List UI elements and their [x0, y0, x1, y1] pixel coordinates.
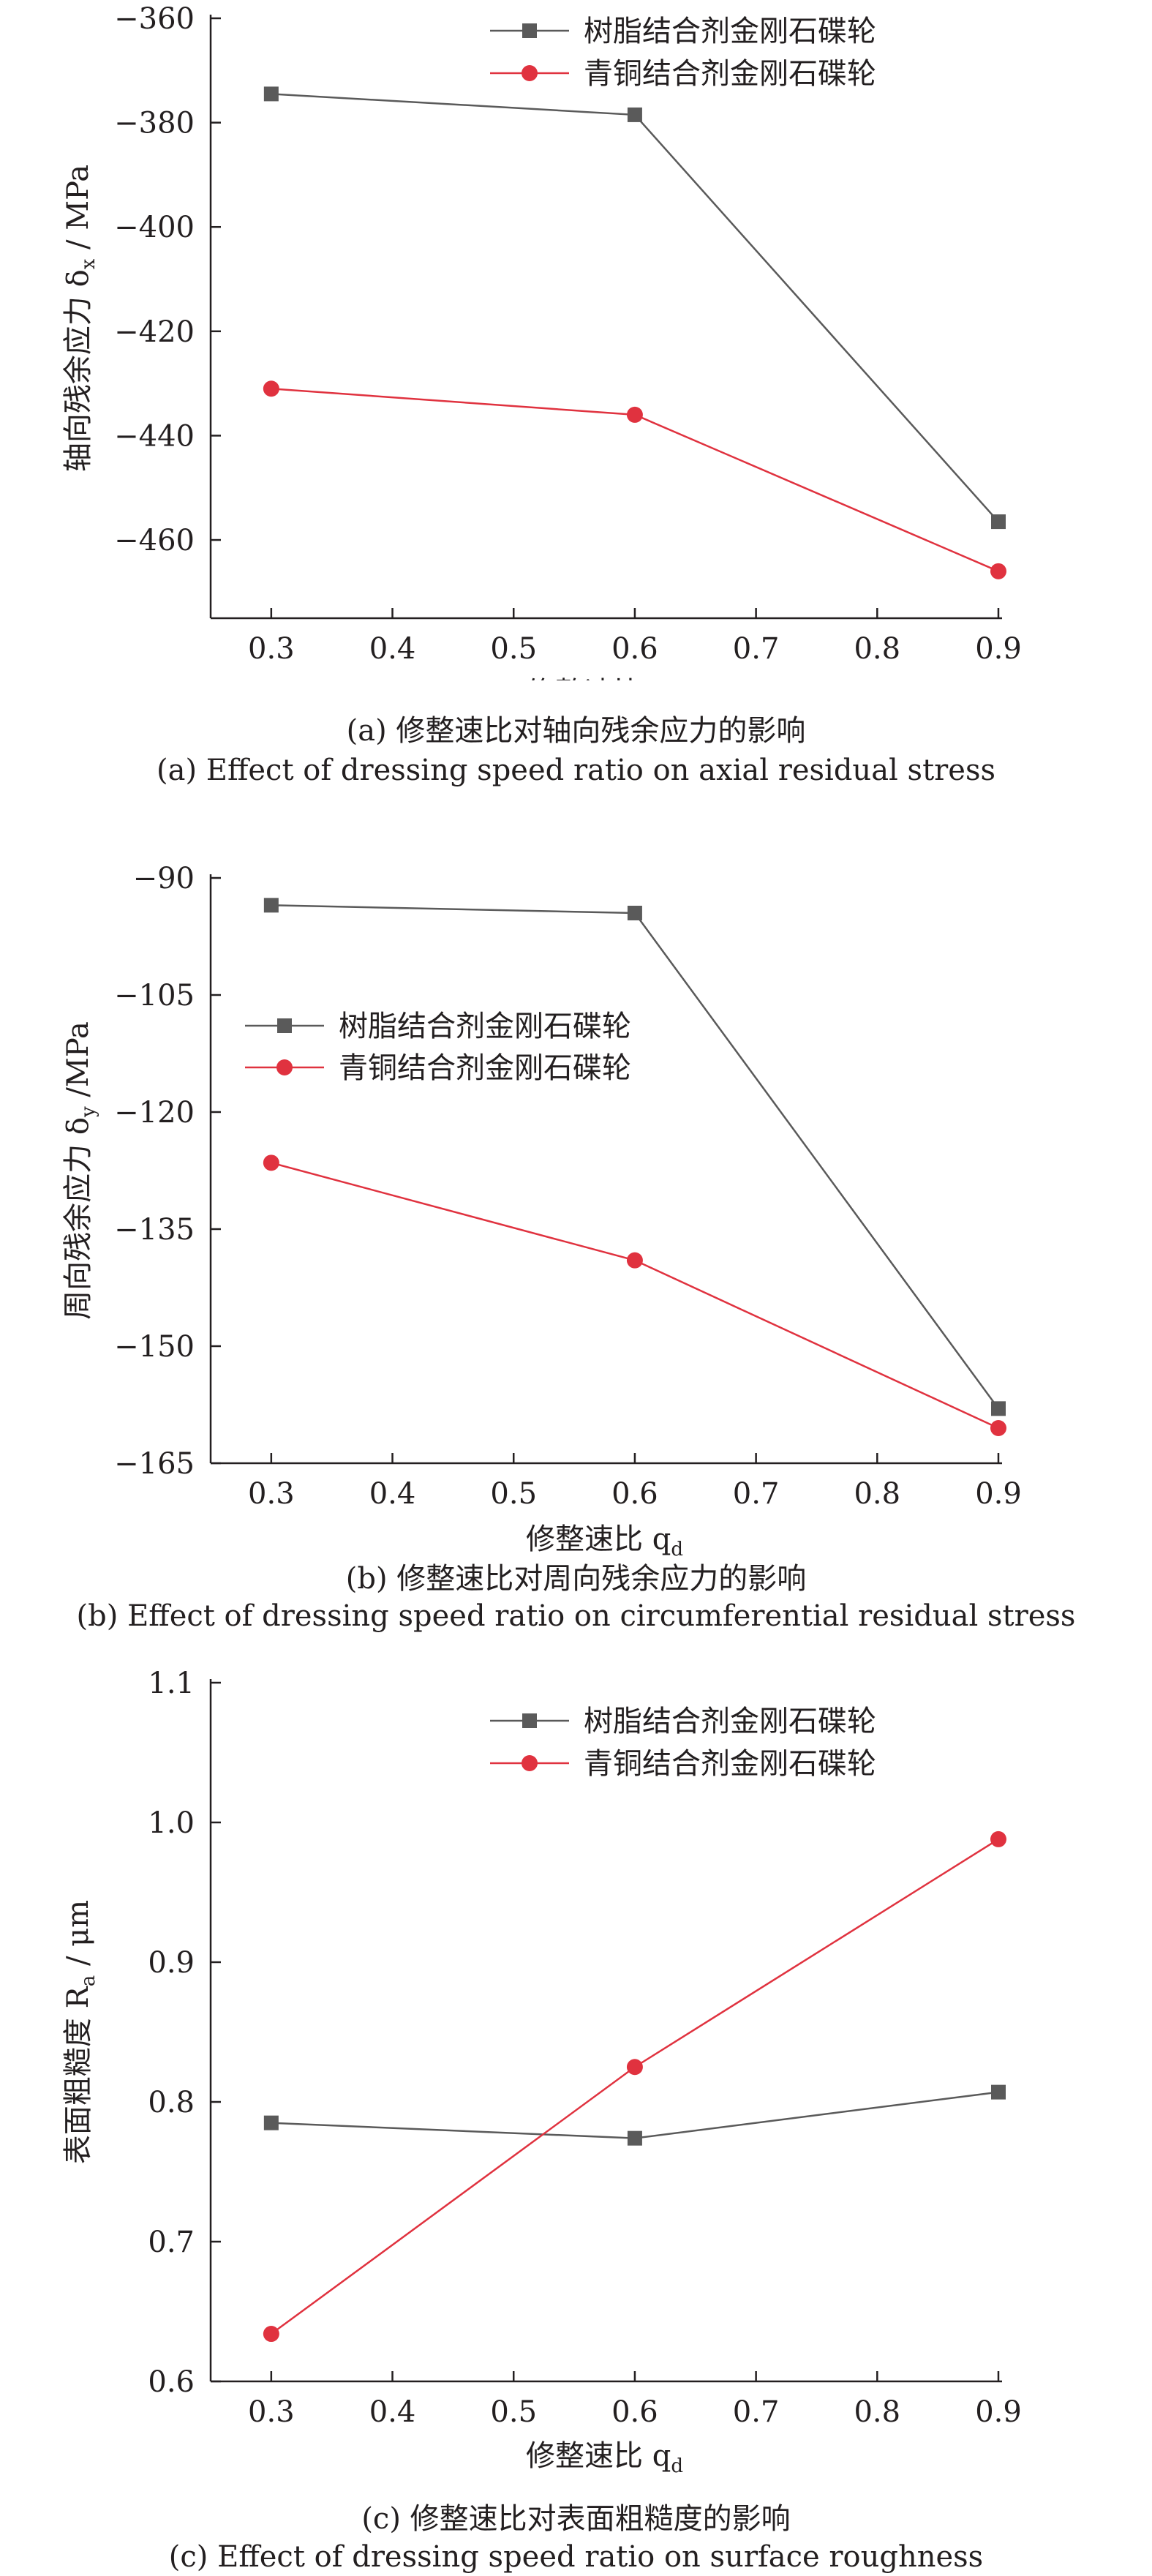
y-tick-label: 1.1 [148, 1667, 195, 1700]
legend-label: 青铜结合剂金刚石碟轮 [339, 1051, 631, 1085]
legend-marker-bronze [522, 65, 538, 81]
legend-label: 树脂结合剂金刚石碟轮 [339, 1010, 631, 1043]
y-tick-label: −150 [114, 1330, 195, 1364]
x-axis-label: 修整速比 qd [526, 2439, 683, 2477]
chart-a-caption-en: (a) Effect of dressing speed ratio on ax… [0, 754, 1152, 787]
chart-c-plot: 0.3 0.4 0.5 0.6 0.7 0.8 0.9 1.1 1.0 0.9 0.8 0.7 0.6 修… [0, 1646, 1152, 2480]
y-tick-label: −440 [114, 419, 195, 453]
x-tick-label: 0.5 [490, 2395, 537, 2429]
data-point-bronze [990, 1831, 1006, 1847]
y-axis-label: 表面粗糙度 Ra / μm [61, 1900, 99, 2164]
data-point-bronze [990, 1420, 1006, 1436]
x-tick-label: 0.9 [975, 2395, 1022, 2429]
data-point-bronze [990, 563, 1006, 579]
x-tick-label: 0.7 [733, 2395, 780, 2429]
y-tick-label: −400 [114, 211, 195, 244]
data-point-resin [628, 108, 642, 122]
y-tick-label: −120 [114, 1096, 195, 1130]
chart-b-plot: 0.3 0.4 0.5 0.6 0.7 0.8 0.9 −90 −105 −120 −135 −150… [0, 819, 1152, 1566]
legend-label: 青铜结合剂金刚石碟轮 [584, 57, 876, 91]
series-line-bronze [271, 1839, 998, 2334]
series-line-resin [271, 905, 998, 1408]
data-point-bronze [627, 2059, 643, 2075]
data-point-resin [264, 2116, 279, 2130]
chart-a-caption-cn: (a) 修整速比对轴向残余应力的影响 [0, 707, 1152, 749]
data-point-bronze [627, 1253, 643, 1269]
x-tick-label: 0.3 [248, 1477, 295, 1511]
x-tick-label: 0.4 [369, 632, 416, 666]
x-tick-label: 0.8 [854, 2395, 900, 2429]
chart-c-caption-cn: (c) 修整速比对表面粗糙度的影响 [0, 2495, 1152, 2537]
chart-b-caption-en: (b) Effect of dressing speed ratio on ci… [0, 1599, 1152, 1633]
data-point-bronze [263, 2326, 279, 2342]
y-tick-label: −105 [114, 979, 195, 1013]
x-tick-label: 0.4 [369, 1477, 416, 1511]
legend-marker-bronze [522, 1755, 538, 1771]
y-tick-label: −165 [114, 1447, 195, 1481]
chart-panel-c: 0.3 0.4 0.5 0.6 0.7 0.8 0.9 1.1 1.0 0.9 0.8 0.7 0.6 修… [0, 1646, 1152, 2576]
x-tick-label: 0.7 [733, 632, 780, 666]
y-tick-label: 0.9 [148, 1946, 195, 1980]
data-point-resin [628, 906, 642, 920]
x-tick-label: 0.6 [611, 2395, 658, 2429]
data-point-resin [264, 86, 279, 101]
series-line-bronze [271, 1163, 998, 1428]
data-point-resin [991, 514, 1006, 529]
y-tick-label: −90 [133, 862, 195, 895]
series-line-resin [271, 94, 998, 522]
x-tick-label: 0.3 [248, 2395, 295, 2429]
y-tick-label: 0.6 [148, 2365, 195, 2399]
y-axis-label: 轴向残余应力 δx / MPa [61, 165, 99, 472]
y-tick-label: −360 [114, 2, 195, 36]
legend-label: 树脂结合剂金刚石碟轮 [584, 1705, 876, 1738]
x-tick-label: 0.7 [733, 1477, 780, 1511]
x-tick-label: 0.9 [975, 632, 1022, 666]
x-tick-label: 0.6 [611, 632, 658, 666]
legend-marker-resin [522, 23, 537, 38]
x-tick-label: 0.8 [854, 1477, 900, 1511]
x-tick-label: 0.5 [490, 1477, 537, 1511]
data-point-resin [628, 2131, 642, 2146]
chart-a-plot: 0.3 0.4 0.5 0.6 0.7 0.8 0.9 −360 −380 −400 −420 −44… [0, 0, 1152, 680]
data-point-resin [991, 1401, 1006, 1416]
y-axis-label: 周向残余应力 δy /MPa [61, 1021, 99, 1320]
data-point-bronze [627, 407, 643, 423]
data-point-bronze [263, 1154, 279, 1171]
x-tick-label: 0.8 [854, 632, 900, 666]
chart-b-caption-cn: (b) 修整速比对周向残余应力的影响 [0, 1555, 1152, 1597]
x-tick-label: 0.6 [611, 1477, 658, 1511]
x-tick-label: 0.9 [975, 1477, 1022, 1511]
y-tick-label: −420 [114, 315, 195, 349]
x-axis-label: 修整速比 qd [526, 676, 683, 680]
chart-panel-b: 0.3 0.4 0.5 0.6 0.7 0.8 0.9 −90 −105 −120 −135 −150… [0, 819, 1152, 1646]
x-tick-label: 0.5 [490, 632, 537, 666]
y-tick-label: −380 [114, 107, 195, 140]
legend-label: 青铜结合剂金刚石碟轮 [584, 1747, 876, 1781]
chart-c-caption-en: (c) Effect of dressing speed ratio on su… [0, 2540, 1152, 2574]
x-tick-label: 0.4 [369, 2395, 416, 2429]
y-tick-label: 0.8 [148, 2086, 195, 2119]
legend-label: 树脂结合剂金刚石碟轮 [584, 15, 876, 48]
y-tick-label: 1.0 [148, 1806, 195, 1840]
data-point-bronze [263, 380, 279, 397]
legend-marker-bronze [276, 1059, 293, 1075]
chart-panel-a: 0.3 0.4 0.5 0.6 0.7 0.8 0.9 −360 −380 −400 −420 −44… [0, 0, 1152, 819]
data-point-resin [991, 2085, 1006, 2100]
y-tick-label: −135 [114, 1213, 195, 1247]
y-tick-label: 0.7 [148, 2226, 195, 2259]
y-tick-label: −460 [114, 524, 195, 557]
x-tick-label: 0.3 [248, 632, 295, 666]
legend-marker-resin [522, 1713, 537, 1728]
data-point-resin [264, 898, 279, 912]
legend-marker-resin [277, 1018, 292, 1033]
